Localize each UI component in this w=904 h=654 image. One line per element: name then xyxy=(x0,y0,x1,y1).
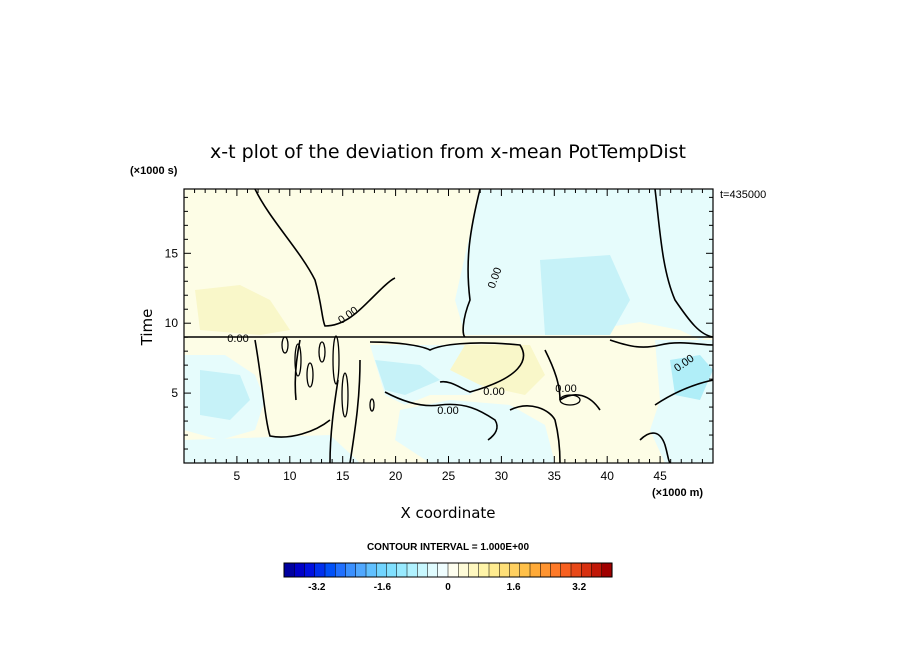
colorbar-swatch xyxy=(376,562,388,578)
contour-closed xyxy=(332,335,340,385)
x-axis-unit: (×1000 m) xyxy=(652,487,703,499)
colorbar-swatch xyxy=(283,562,295,578)
contour-line xyxy=(349,359,361,463)
x-tick-label: 40 xyxy=(601,469,615,483)
contour-closed xyxy=(341,372,349,418)
bottom-negative-strip xyxy=(184,435,360,463)
colorbar-swatch xyxy=(550,562,562,578)
colorbar-swatch xyxy=(437,562,449,578)
colorbar-swatch xyxy=(499,562,511,578)
lower-negative-bottom xyxy=(395,400,555,463)
colorbar-tick-label: 3.2 xyxy=(572,582,586,593)
time-stamp: t=435000 xyxy=(720,189,766,201)
x-tick-label: 25 xyxy=(442,469,456,483)
contour-line xyxy=(639,432,671,463)
colorbar: -3.2 -1.6 0 1.6 3.2 xyxy=(283,562,613,593)
lower-negative-left-core xyxy=(200,370,250,420)
colorbar-swatch xyxy=(406,562,418,578)
x-tick-label: 35 xyxy=(548,469,562,483)
colorbar-swatch xyxy=(488,562,500,578)
contour-line xyxy=(654,379,713,406)
colorbar-frame xyxy=(283,562,613,578)
upper-positive-core xyxy=(195,285,290,335)
colorbar-swatch xyxy=(458,562,470,578)
contour-label: 0.00 xyxy=(437,405,458,417)
lower-positive-right xyxy=(555,340,670,450)
contour-interval-label: CONTOUR INTERVAL = 1.000E+00 xyxy=(367,542,530,553)
y-axis-unit: (×1000 s) xyxy=(130,165,178,177)
colorbar-swatch xyxy=(386,562,398,578)
colorbar-swatch xyxy=(427,562,439,578)
contour-closed xyxy=(559,394,581,406)
contour-label: 0.00 xyxy=(483,386,504,398)
colorbar-swatch xyxy=(324,562,336,578)
colorbar-swatch xyxy=(519,562,531,578)
x-tick-label: 20 xyxy=(389,469,403,483)
upper-negative-core xyxy=(540,255,630,335)
colorbar-swatch xyxy=(304,562,316,578)
contour-closed xyxy=(294,343,302,377)
upper-positive-region xyxy=(250,189,480,335)
colorbar-swatch xyxy=(314,562,326,578)
x-axis-label: X coordinate xyxy=(400,504,495,522)
colorbar-swatch xyxy=(417,562,429,578)
contour-line xyxy=(559,394,601,411)
colorbar-tick-label: 1.6 xyxy=(507,582,521,593)
colorbar-tick-label: -1.6 xyxy=(374,582,392,593)
contour-line xyxy=(369,341,525,393)
x-tick-label: 15 xyxy=(336,469,350,483)
colorbar-swatch xyxy=(447,562,459,578)
y-tick-label: 5 xyxy=(171,386,178,400)
contour-line xyxy=(254,189,396,327)
contour-line xyxy=(462,189,481,338)
contour-line xyxy=(609,339,713,348)
colorbar-swatch xyxy=(345,562,357,578)
colorbar-swatch xyxy=(355,562,367,578)
contour-closed xyxy=(306,362,314,388)
colorbar-swatch xyxy=(581,562,593,578)
colorbar-swatch xyxy=(591,562,603,578)
y-axis-label: Time xyxy=(138,309,156,347)
colorbar-swatch xyxy=(335,562,347,578)
colorbar-swatch xyxy=(468,562,480,578)
colorbar-swatch xyxy=(509,562,521,578)
colorbar-tick-label: 0 xyxy=(445,582,451,593)
x-tick-label: 30 xyxy=(495,469,509,483)
colorbar-swatch xyxy=(570,562,582,578)
lower-positive-mid xyxy=(450,345,545,395)
contour-line xyxy=(329,379,339,463)
contour-label: 0.00 xyxy=(227,333,248,345)
colorbar-swatch xyxy=(529,562,541,578)
lower-negative-mid-core xyxy=(375,360,440,395)
contour-line xyxy=(384,391,498,441)
colorbar-swatch xyxy=(560,562,572,578)
y-tick-label: 10 xyxy=(165,316,179,330)
field xyxy=(184,189,713,463)
lower-negative-right-core xyxy=(670,355,713,400)
contour-line xyxy=(654,189,713,338)
contour-line xyxy=(509,405,561,463)
x-tick-label: 45 xyxy=(653,469,667,483)
x-tick-label: 5 xyxy=(234,469,241,483)
chart-title: x-t plot of the deviation from x-mean Po… xyxy=(210,141,686,163)
colorbar-swatch xyxy=(601,562,613,578)
colorbar-swatch xyxy=(396,562,408,578)
colorbar-swatch xyxy=(365,562,377,578)
colorbar-tick-label: -3.2 xyxy=(308,582,326,593)
contour-label: 0.00 xyxy=(555,383,576,395)
contour-closed xyxy=(369,398,375,412)
y-tick-label: 15 xyxy=(165,246,179,260)
plot-area: 0.000.000.000.000.000.000.005 10 15 20 25 30 3… xyxy=(165,188,714,483)
contour-line xyxy=(544,349,561,401)
contour-line xyxy=(254,339,331,438)
colorbar-swatch xyxy=(478,562,490,578)
colorbar-swatch xyxy=(540,562,552,578)
contour-closed xyxy=(281,336,289,354)
contour-closed xyxy=(318,341,326,363)
x-tick-label: 10 xyxy=(283,469,297,483)
colorbar-swatch xyxy=(294,562,306,578)
